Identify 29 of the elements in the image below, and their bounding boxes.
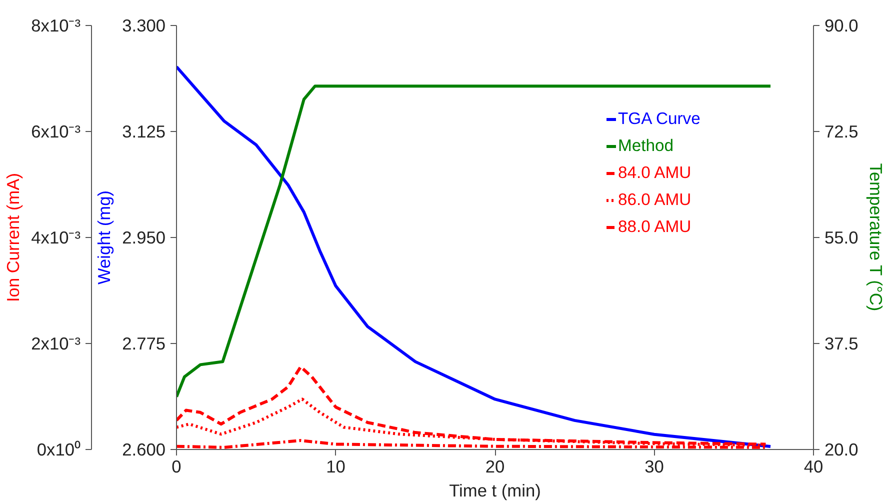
y3-tick-label: 2x10⁻³: [31, 334, 81, 354]
y-axis-title: Weight (mg): [94, 190, 114, 285]
y2-tick-label: 55.0: [824, 228, 858, 248]
x-tick-label: 40: [804, 456, 824, 476]
y-tick-label: 2.775: [122, 334, 166, 354]
y3-tick-label: 6x10⁻³: [31, 122, 81, 142]
y3-tick-label: 8x10⁻³: [31, 16, 81, 36]
legend-label: TGA Curve: [618, 109, 700, 129]
x-tick-label: 0: [172, 456, 182, 476]
legend-label: 86.0 AMU: [618, 190, 692, 210]
y2-tick-label: 90.0: [824, 16, 858, 36]
y2-tick-label: 72.5: [824, 122, 858, 142]
y2-axis-title: Temperature T (°C): [866, 163, 886, 312]
legend-label: Method: [618, 136, 674, 156]
legend-label: 88.0 AMU: [618, 217, 692, 237]
x-axis-title: Time t (min): [449, 480, 541, 500]
y-tick-label: 3.125: [122, 122, 166, 142]
x-tick-label: 30: [644, 456, 664, 476]
x-tick-label: 10: [326, 456, 346, 476]
y3-axis-title: Ion Current (mA): [3, 172, 24, 302]
legend-label: 84.0 AMU: [618, 163, 692, 183]
y2-tick-label: 20.0: [824, 440, 858, 460]
x-tick-label: 20: [485, 456, 505, 476]
y-tick-label: 3.300: [122, 16, 166, 36]
y3-tick-label: 4x10⁻³: [31, 228, 81, 248]
y-tick-label: 2.600: [122, 440, 166, 460]
y3-tick-label: 0x10⁰: [36, 440, 81, 460]
y-tick-label: 2.950: [122, 228, 166, 248]
y2-tick-label: 37.5: [824, 334, 858, 354]
